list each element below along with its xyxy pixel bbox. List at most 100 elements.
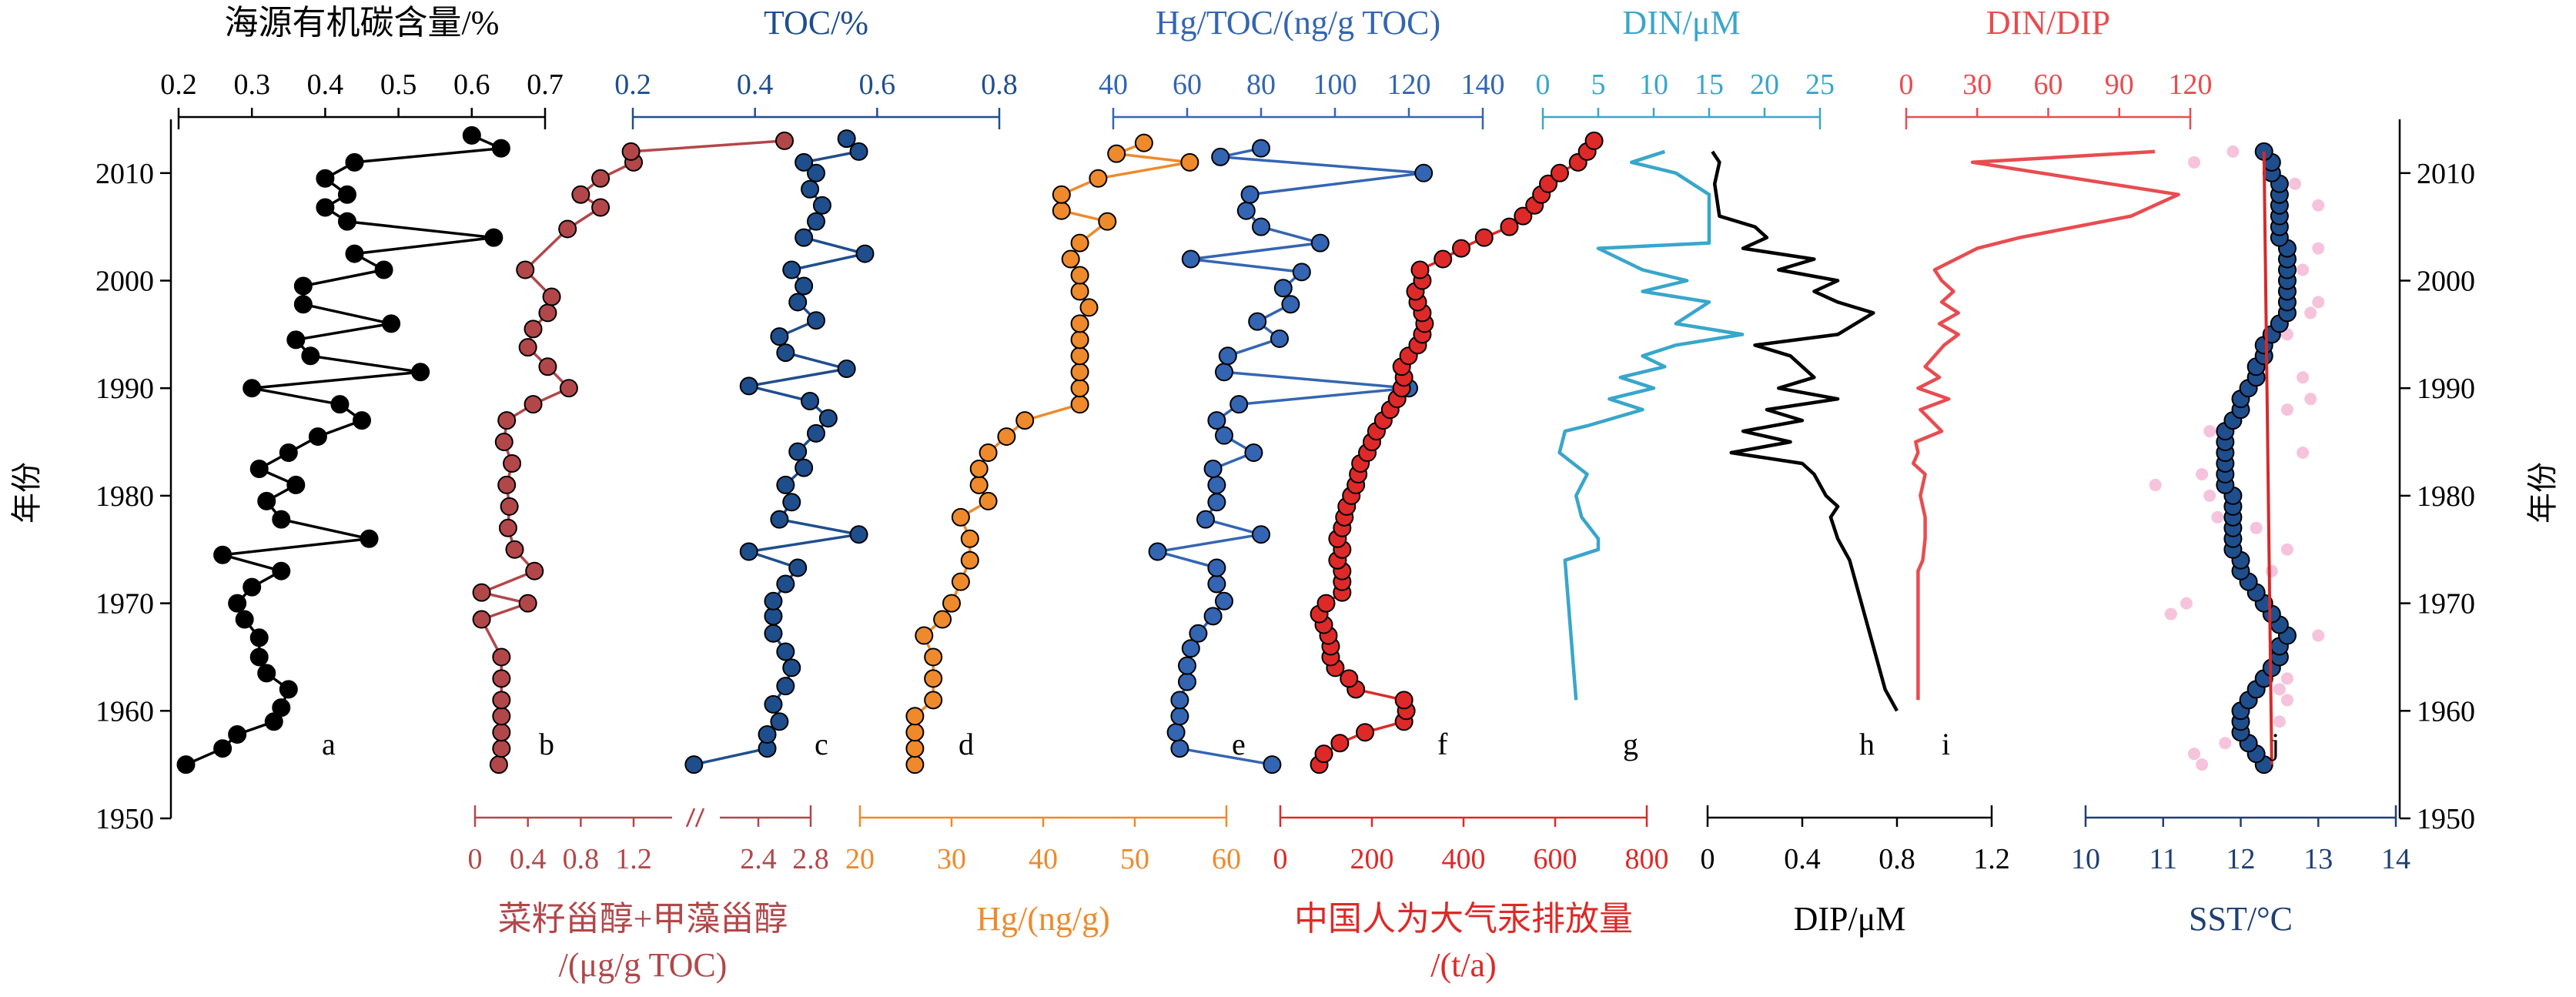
data-point-f — [1356, 723, 1375, 742]
sst-raw-point — [2312, 242, 2325, 255]
tick-label-e: 140 — [1461, 69, 1505, 101]
data-point-d — [1098, 212, 1117, 231]
sst-raw-point — [2203, 489, 2216, 502]
data-point-c — [801, 179, 820, 199]
data-point-f — [1550, 163, 1569, 182]
data-point-b — [518, 338, 537, 357]
data-point-e — [1170, 691, 1189, 710]
data-point-a — [360, 529, 379, 548]
data-point-d — [1107, 144, 1126, 163]
data-point-d — [1070, 363, 1089, 382]
data-point-c — [739, 542, 758, 561]
tick-label-g: 0 — [1536, 69, 1551, 101]
data-point-d — [924, 691, 943, 710]
data-point-b — [472, 583, 491, 602]
data-point-e — [1310, 233, 1330, 253]
sst-raw-point — [2273, 683, 2286, 696]
data-point-c — [764, 591, 783, 611]
data-point-a — [345, 244, 364, 263]
data-point-b — [538, 357, 557, 376]
panel-label-d: d — [958, 727, 974, 761]
data-point-d — [1180, 152, 1199, 172]
data-point-a — [491, 139, 510, 158]
data-point-e — [1281, 295, 1300, 314]
data-point-e — [1215, 591, 1233, 611]
tick-label-b: 0.8 — [563, 843, 600, 875]
data-point-e — [1203, 459, 1223, 478]
data-point-e — [1207, 558, 1226, 577]
data-point-d — [1070, 330, 1089, 350]
data-point-c — [770, 712, 789, 731]
tick-label-d: 20 — [845, 843, 875, 875]
data-point-a — [213, 545, 233, 564]
sst-trend-line — [2262, 151, 2273, 765]
tick-label-e: 80 — [1246, 69, 1276, 101]
data-point-d — [1052, 201, 1071, 220]
tick-label-a: 0.3 — [233, 69, 270, 101]
sst-raw-point — [2196, 758, 2209, 771]
panel-f: 0 200 400 600 800 中国人为大气汞排放量 /(t/a) f — [1273, 131, 1669, 984]
data-point-b — [538, 303, 557, 323]
tick-label-a: 0.5 — [380, 69, 417, 101]
sst-raw-point — [2280, 543, 2293, 556]
year-tick-label-left: 1990 — [95, 373, 154, 405]
data-point-a — [316, 198, 335, 217]
tick-label-g: 20 — [1750, 69, 1779, 101]
data-point-e — [1148, 542, 1167, 561]
data-point-c — [795, 152, 814, 172]
data-point-c — [776, 642, 795, 661]
data-point-c — [770, 327, 789, 346]
sst-raw-point — [2188, 156, 2201, 169]
sst-raw-point — [2196, 467, 2209, 480]
tick-label-c: 0.8 — [981, 69, 1018, 101]
year-tick-label-right: 1950 — [2417, 803, 2475, 835]
data-point-e — [1207, 475, 1226, 494]
tick-label-c: 0.2 — [614, 69, 651, 101]
tick-label-b: 0.4 — [510, 843, 547, 875]
data-point-b — [500, 497, 519, 516]
tick-label-e: 60 — [1173, 69, 1202, 101]
series-line-d — [913, 142, 1192, 765]
data-point-e — [1211, 147, 1230, 166]
tick-label-g: 15 — [1694, 69, 1724, 101]
sst-raw-point — [2297, 263, 2310, 276]
tick-label-a: 0.4 — [307, 69, 344, 101]
tick-label-b: 1.2 — [615, 843, 652, 875]
tick-label-g: 5 — [1591, 69, 1606, 101]
data-point-e — [1170, 707, 1189, 726]
sst-raw-point — [2312, 296, 2325, 309]
data-point-d — [979, 443, 998, 463]
data-point-c — [837, 129, 856, 149]
data-point-e — [1236, 201, 1256, 220]
data-point-c — [855, 244, 875, 263]
data-point-e — [1215, 426, 1233, 445]
data-point-a — [279, 680, 298, 699]
panel-label-g: g — [1623, 727, 1638, 761]
data-point-c — [782, 658, 801, 677]
data-point-e — [1218, 346, 1237, 366]
data-point-d — [960, 550, 979, 570]
data-point-d — [915, 626, 934, 645]
year-tick-label-right: 1990 — [2417, 373, 2475, 405]
panel-label-j: j — [2270, 727, 2280, 761]
data-point-d — [905, 755, 925, 775]
data-point-a — [235, 610, 254, 629]
data-point-d — [1070, 282, 1089, 301]
data-point-c — [849, 142, 868, 161]
data-point-b — [503, 453, 522, 473]
data-point-d — [1015, 411, 1035, 430]
data-point-d — [969, 459, 989, 478]
year-tick-label-right: 2010 — [2417, 158, 2475, 190]
data-point-f — [1434, 249, 1453, 269]
sst-raw-point — [2188, 748, 2201, 761]
data-point-b — [525, 561, 544, 580]
data-point-a — [293, 295, 313, 314]
data-point-a — [301, 346, 320, 366]
sst-raw-point — [2265, 564, 2278, 577]
sst-raw-point — [2226, 145, 2240, 158]
panel-label-h: h — [1859, 727, 1875, 761]
data-point-f — [1584, 131, 1604, 150]
tick-label-d: 50 — [1120, 843, 1149, 875]
tick-label-e: 100 — [1313, 69, 1357, 101]
tick-label-h: 0.8 — [1878, 843, 1915, 875]
